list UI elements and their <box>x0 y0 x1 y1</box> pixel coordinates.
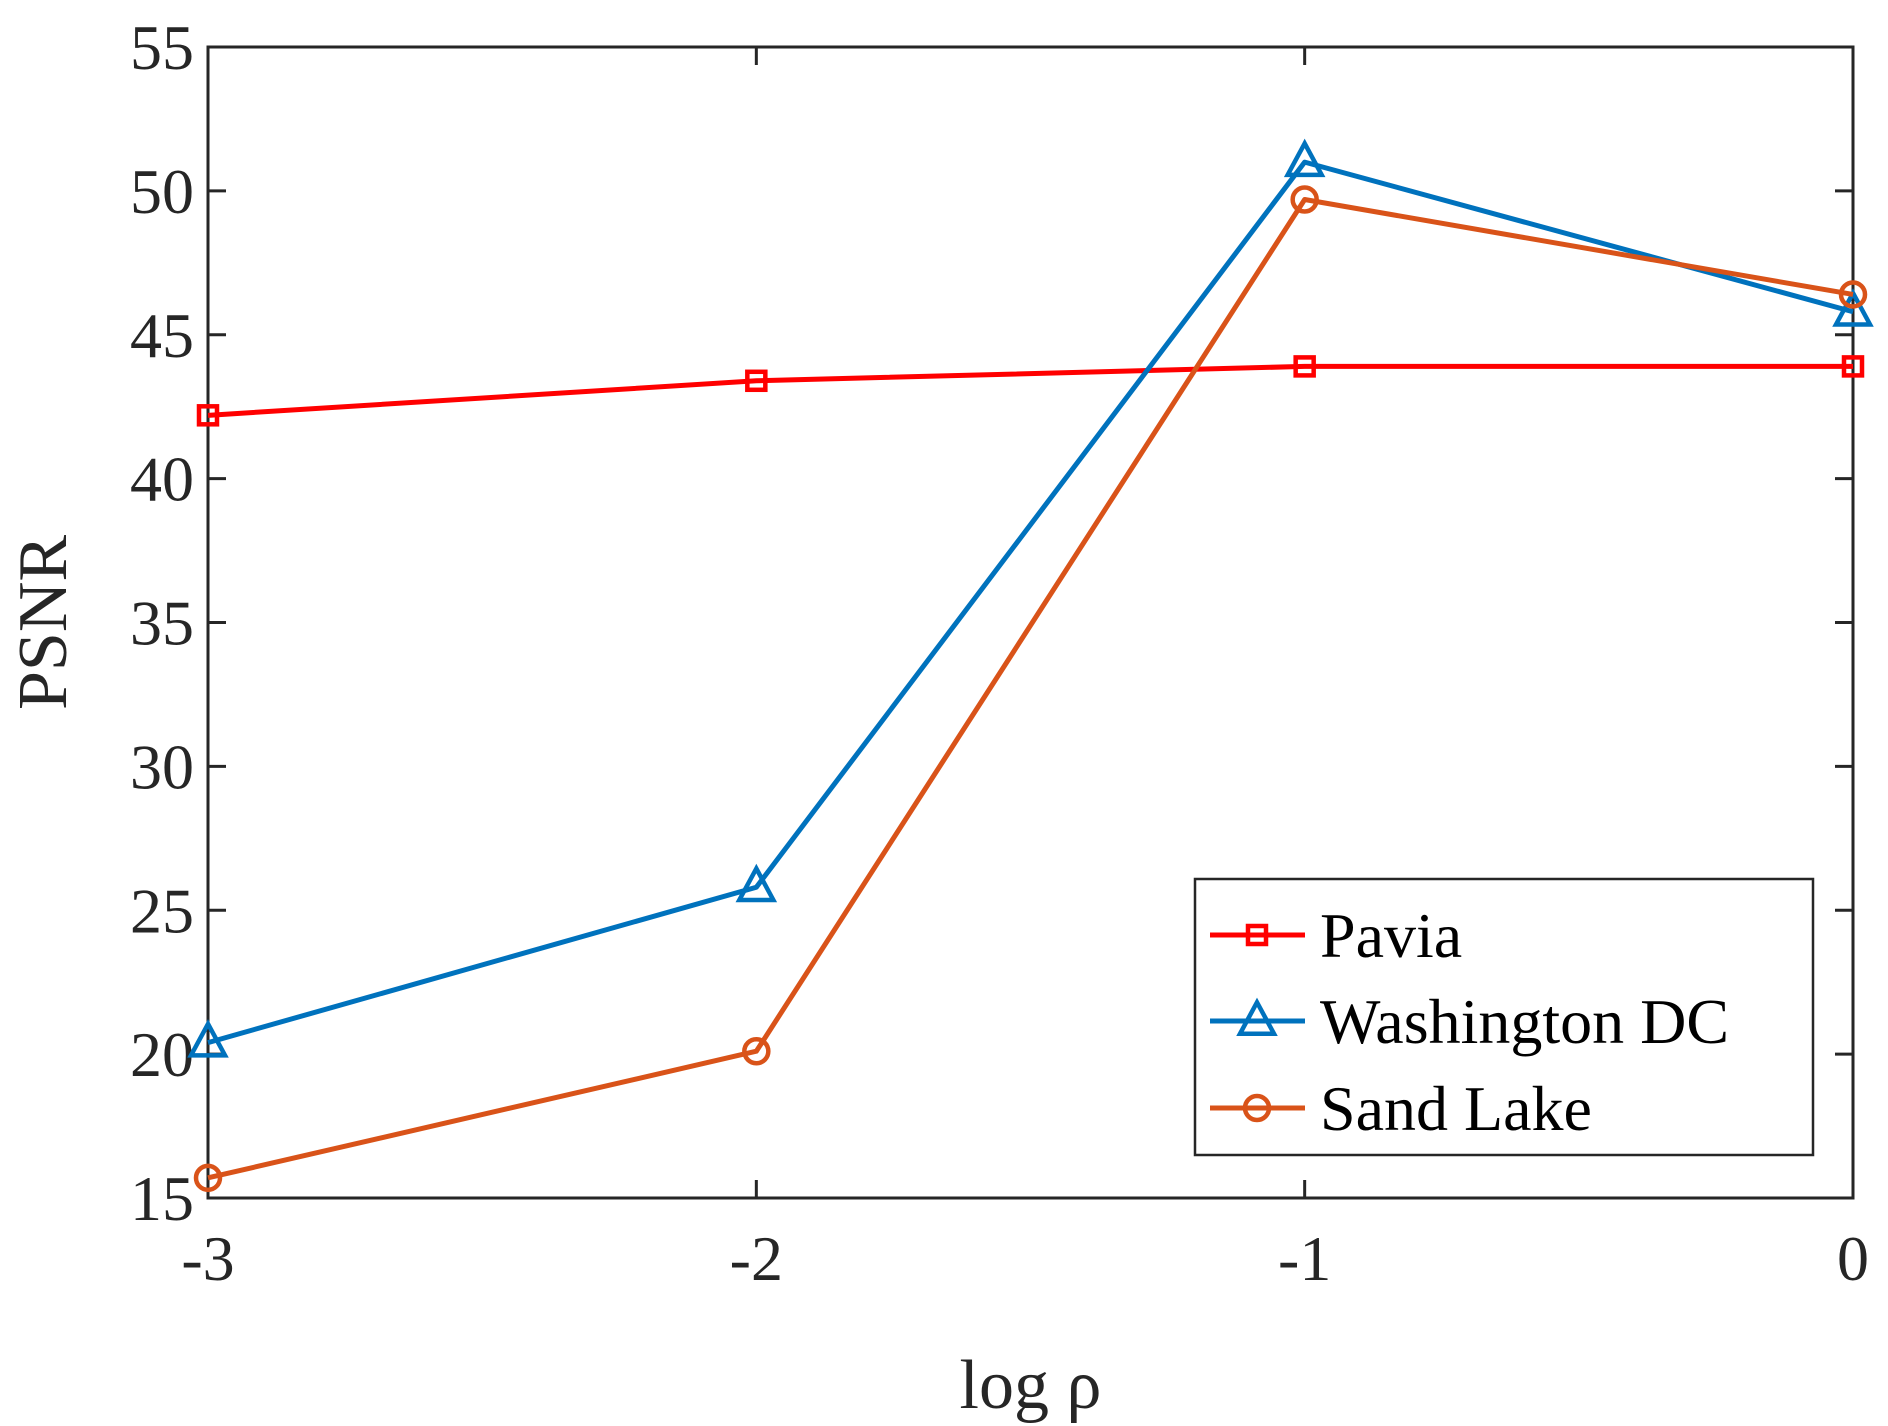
x-tick-label: -2 <box>730 1223 783 1294</box>
legend: Pavia Washington DC Sand Lake <box>1193 877 1815 1157</box>
x-tick-label: -3 <box>181 1223 234 1294</box>
data-point-pavia <box>196 404 220 427</box>
x-axis-label: log ρ <box>960 1347 1102 1424</box>
y-tick-label: 40 <box>130 444 194 515</box>
data-point-washington-dc <box>1283 138 1326 178</box>
y-axis-label: PSNR <box>5 535 82 710</box>
y-tick-label: 35 <box>130 588 194 659</box>
series-pavia <box>196 355 1865 427</box>
legend-marker-washington-dc <box>1236 997 1278 1036</box>
data-point-washington-dc <box>1832 288 1874 327</box>
y-tick-label: 30 <box>130 731 194 802</box>
data-point-sand-lake <box>1838 280 1868 309</box>
x-tick-label: -1 <box>1278 1223 1331 1294</box>
series-layer <box>187 138 1874 1193</box>
series-line-sand-lake <box>207 197 1854 1181</box>
series-washington-dc <box>187 138 1874 1058</box>
data-point-washington-dc <box>187 1019 229 1058</box>
legend-marker-pavia <box>1245 923 1269 947</box>
data-point-pavia <box>745 369 768 393</box>
legend-label-pavia: Pavia <box>1320 900 1462 971</box>
legend-label-washington-dc: Washington DC <box>1320 986 1729 1057</box>
data-point-sand-lake <box>193 1163 223 1193</box>
y-tick-label: 15 <box>130 1163 194 1234</box>
series-line-pavia <box>207 363 1853 418</box>
data-point-sand-lake <box>742 1036 771 1066</box>
series-sand-lake <box>193 185 1868 1193</box>
y-tick-label: 45 <box>130 300 194 371</box>
y-tick-label: 50 <box>130 156 194 227</box>
y-tick-label: 25 <box>130 875 194 946</box>
data-point-pavia <box>1841 355 1865 378</box>
legend-item-pavia: Pavia <box>1210 900 1462 971</box>
x-tick-label: 0 <box>1837 1223 1869 1294</box>
data-point-washington-dc <box>735 863 778 903</box>
data-point-sand-lake <box>1290 185 1319 214</box>
legend-item-sand-lake: Sand Lake <box>1210 1073 1592 1144</box>
axis-tick-labels: 15 20 25 30 35 40 45 50 55 -3 -2 -1 0 <box>130 12 1869 1294</box>
y-tick-label: 55 <box>130 12 194 83</box>
data-point-pavia <box>1293 355 1316 378</box>
y-tick-label: 20 <box>130 1019 194 1090</box>
legend-marker-sand-lake <box>1242 1093 1272 1123</box>
legend-item-washington-dc: Washington DC <box>1210 986 1729 1057</box>
legend-label-sand-lake: Sand Lake <box>1320 1073 1592 1144</box>
series-line-washington-dc <box>207 159 1854 1046</box>
